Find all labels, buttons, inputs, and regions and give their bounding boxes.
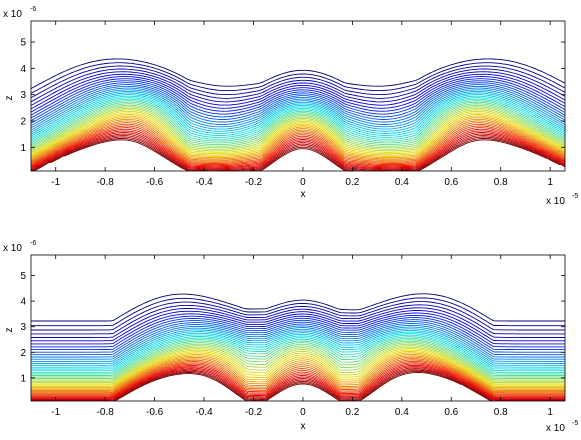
x-tick-label: 0 <box>300 407 306 418</box>
x-tick-label: -0.4 <box>195 177 213 188</box>
y-tick-label: 3 <box>20 90 26 101</box>
x-tick-label: -1 <box>51 177 60 188</box>
y-tick-label: 5 <box>20 271 26 282</box>
y-tick-label: 1 <box>20 143 26 154</box>
y-tick-label: 4 <box>20 297 26 308</box>
x-tick-label: -0.8 <box>97 177 115 188</box>
x-tick-label: 0.2 <box>345 177 359 188</box>
y-tick-label: 1 <box>20 373 26 384</box>
contour-field-bottom <box>31 294 565 401</box>
x-axis-label-top: x <box>301 189 306 200</box>
x-tick-label: -1 <box>51 407 60 418</box>
y-tick-label: 4 <box>20 64 26 75</box>
y-tick-label: 2 <box>20 117 26 128</box>
x-tick-label: 0.8 <box>494 177 508 188</box>
x-tick-label: -0.2 <box>245 177 263 188</box>
y-axis-label-bottom: z <box>4 328 15 333</box>
contour-line <box>31 294 565 321</box>
x-tick-label: 0.4 <box>395 177 409 188</box>
y-tick-label: 5 <box>20 38 26 49</box>
x-tick-label: -0.2 <box>245 407 263 418</box>
y-exponent-top: -6 <box>30 6 36 13</box>
x-tick-label: -0.4 <box>195 407 213 418</box>
y-exponent-label-bottom: x 10 <box>3 243 22 254</box>
x-exponent-bottom: -5 <box>572 420 578 427</box>
x-axis-label-bottom: x <box>301 421 306 432</box>
x-tick-label: -0.8 <box>97 407 115 418</box>
contour-line <box>32 139 565 172</box>
x-tick-label: -0.6 <box>146 407 164 418</box>
contour-field-top <box>31 59 565 171</box>
x-tick-label: 0 <box>300 177 306 188</box>
x-tick-label: 1 <box>547 177 553 188</box>
panel-top: -1 -0.8 -0.6 -0.4 -0.2 0 0.2 0.4 0.6 0.8 1 1 2 3 4 5 x… <box>3 6 578 207</box>
x-tick-label: 0.4 <box>395 407 409 418</box>
x-tick-label: 0.8 <box>494 407 508 418</box>
panel-bottom: -1 -0.8 -0.6 -0.4 -0.2 0 0.2 0.4 0.6 0.8 1 1 2 3 4 5 x… <box>3 240 578 434</box>
contour-line <box>31 137 565 171</box>
x-exponent-label-bottom: x 10 <box>546 423 565 434</box>
y-tick-label: 3 <box>20 322 26 333</box>
x-tick-label: 0.2 <box>345 407 359 418</box>
x-exponent-top: -5 <box>572 193 578 200</box>
x-tick-label: 0.6 <box>444 177 458 188</box>
x-ticks-top: -1 -0.8 -0.6 -0.4 -0.2 0 0.2 0.4 0.6 0.8 1 <box>51 21 553 188</box>
y-tick-label: 2 <box>20 348 26 359</box>
y-exponent-label-top: x 10 <box>3 9 22 20</box>
y-exponent-bottom: -6 <box>30 240 36 247</box>
y-axis-label-top: z <box>4 96 15 101</box>
x-tick-label: 1 <box>547 407 553 418</box>
x-tick-label: -0.6 <box>146 177 164 188</box>
x-exponent-label-top: x 10 <box>546 196 565 207</box>
x-tick-label: 0.6 <box>444 407 458 418</box>
